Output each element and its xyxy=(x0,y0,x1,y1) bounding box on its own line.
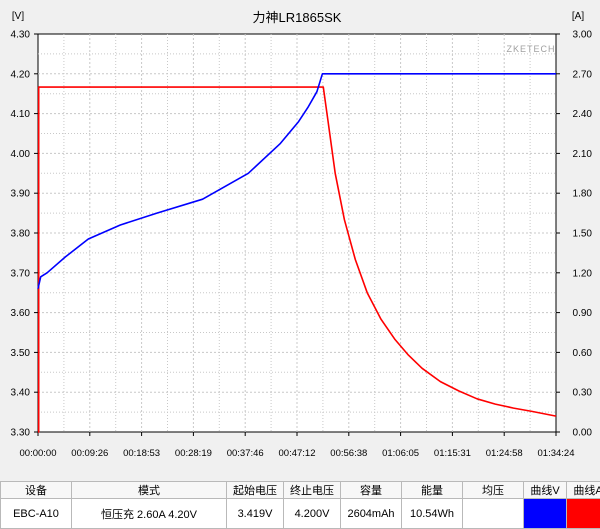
curve-a-color-swatch[interactable] xyxy=(566,498,600,529)
y-left-tick-label: 4.30 xyxy=(11,30,31,41)
y-right-tick-label: 2.70 xyxy=(573,69,593,80)
x-tick-label: 01:15:31 xyxy=(434,448,471,459)
y-right-tick-label: 2.10 xyxy=(573,149,593,160)
y-left-tick-label: 4.20 xyxy=(11,69,31,80)
header-energy: 能量 xyxy=(401,481,463,499)
header-capacity: 容量 xyxy=(340,481,402,499)
x-tick-label: 00:37:46 xyxy=(227,448,264,459)
cell-avg-voltage xyxy=(462,498,524,529)
y-right-tick-label: 1.20 xyxy=(573,268,593,279)
x-tick-label: 00:47:12 xyxy=(279,448,316,459)
x-tick-label: 00:09:26 xyxy=(71,448,108,459)
voltage-series-line xyxy=(37,73,556,289)
x-tick-label: 00:56:38 xyxy=(330,448,367,459)
left-axis-unit: [V] xyxy=(12,11,24,22)
header-curve-a: 曲线A xyxy=(566,481,600,499)
info-table: 设备 模式 起始电压 终止电压 容量 能量 均压 曲线V 曲线A EBC-A10… xyxy=(0,481,600,529)
plot-background xyxy=(37,33,557,433)
y-left-tick-label: 3.50 xyxy=(11,348,31,359)
series-lines xyxy=(37,73,557,433)
grid-lines xyxy=(38,34,556,432)
y-left-tick-label: 3.30 xyxy=(11,428,31,439)
header-avg-voltage: 均压 xyxy=(462,481,524,499)
cell-end-voltage: 4.200V xyxy=(283,498,341,529)
x-tick-label: 00:18:53 xyxy=(123,448,160,459)
y-right-tick-label: 0.60 xyxy=(573,348,593,359)
header-start-voltage: 起始电压 xyxy=(226,481,284,499)
right-axis-unit: [A] xyxy=(572,11,584,22)
curve-v-color-swatch[interactable] xyxy=(523,498,567,529)
header-end-voltage: 终止电压 xyxy=(283,481,341,499)
y-right-tick-label: 0.30 xyxy=(573,388,593,399)
x-tick-label: 01:24:58 xyxy=(486,448,523,459)
x-tick-label: 01:34:24 xyxy=(538,448,575,459)
y-left-tick-label: 4.00 xyxy=(11,149,31,160)
cell-start-voltage: 3.419V xyxy=(226,498,284,529)
y-left-tick-label: 3.40 xyxy=(11,388,31,399)
y-left-tick-label: 3.90 xyxy=(11,189,31,200)
y-right-tick-label: 1.80 xyxy=(573,189,593,200)
chart-title: 力神LR1865SK xyxy=(253,10,342,25)
header-device: 设备 xyxy=(0,481,72,499)
y-left-tick-label: 3.60 xyxy=(11,308,31,319)
tick-labels: 00:00:00 00:09:26 00:18:53 00:28:19 00:37:46… xyxy=(11,30,593,460)
cell-mode: 恒压充 2.60A 4.20V xyxy=(71,498,227,529)
table-row: EBC-A10 恒压充 2.60A 4.20V 3.419V 4.200V 26… xyxy=(0,498,600,529)
y-right-tick-label: 1.50 xyxy=(573,229,593,240)
y-right-tick-label: 0.90 xyxy=(573,308,593,319)
current-series-line xyxy=(37,86,557,433)
y-left-tick-label: 3.70 xyxy=(11,268,31,279)
cell-energy: 10.54Wh xyxy=(401,498,463,529)
cell-capacity: 2604mAh xyxy=(340,498,402,529)
x-tick-label: 00:00:00 xyxy=(20,448,57,459)
y-left-tick-label: 3.80 xyxy=(11,229,31,240)
cell-device: EBC-A10 xyxy=(0,498,72,529)
y-right-tick-label: 0.00 xyxy=(573,428,593,439)
y-left-tick-label: 4.10 xyxy=(11,109,31,120)
info-table-header-row: 设备 模式 起始电压 终止电压 容量 能量 均压 曲线V 曲线A xyxy=(0,481,600,499)
x-tick-label: 00:28:19 xyxy=(175,448,212,459)
x-tick-label: 01:06:05 xyxy=(382,448,419,459)
header-mode: 模式 xyxy=(71,481,227,499)
y-right-tick-label: 3.00 xyxy=(573,30,593,41)
voltage-current-chart: 00:00:00 00:09:26 00:18:53 00:28:19 00:37:46… xyxy=(11,10,593,460)
header-curve-v: 曲线V xyxy=(523,481,567,499)
y-right-tick-label: 2.40 xyxy=(573,109,593,120)
watermark-text: ZKETECH xyxy=(506,44,555,54)
